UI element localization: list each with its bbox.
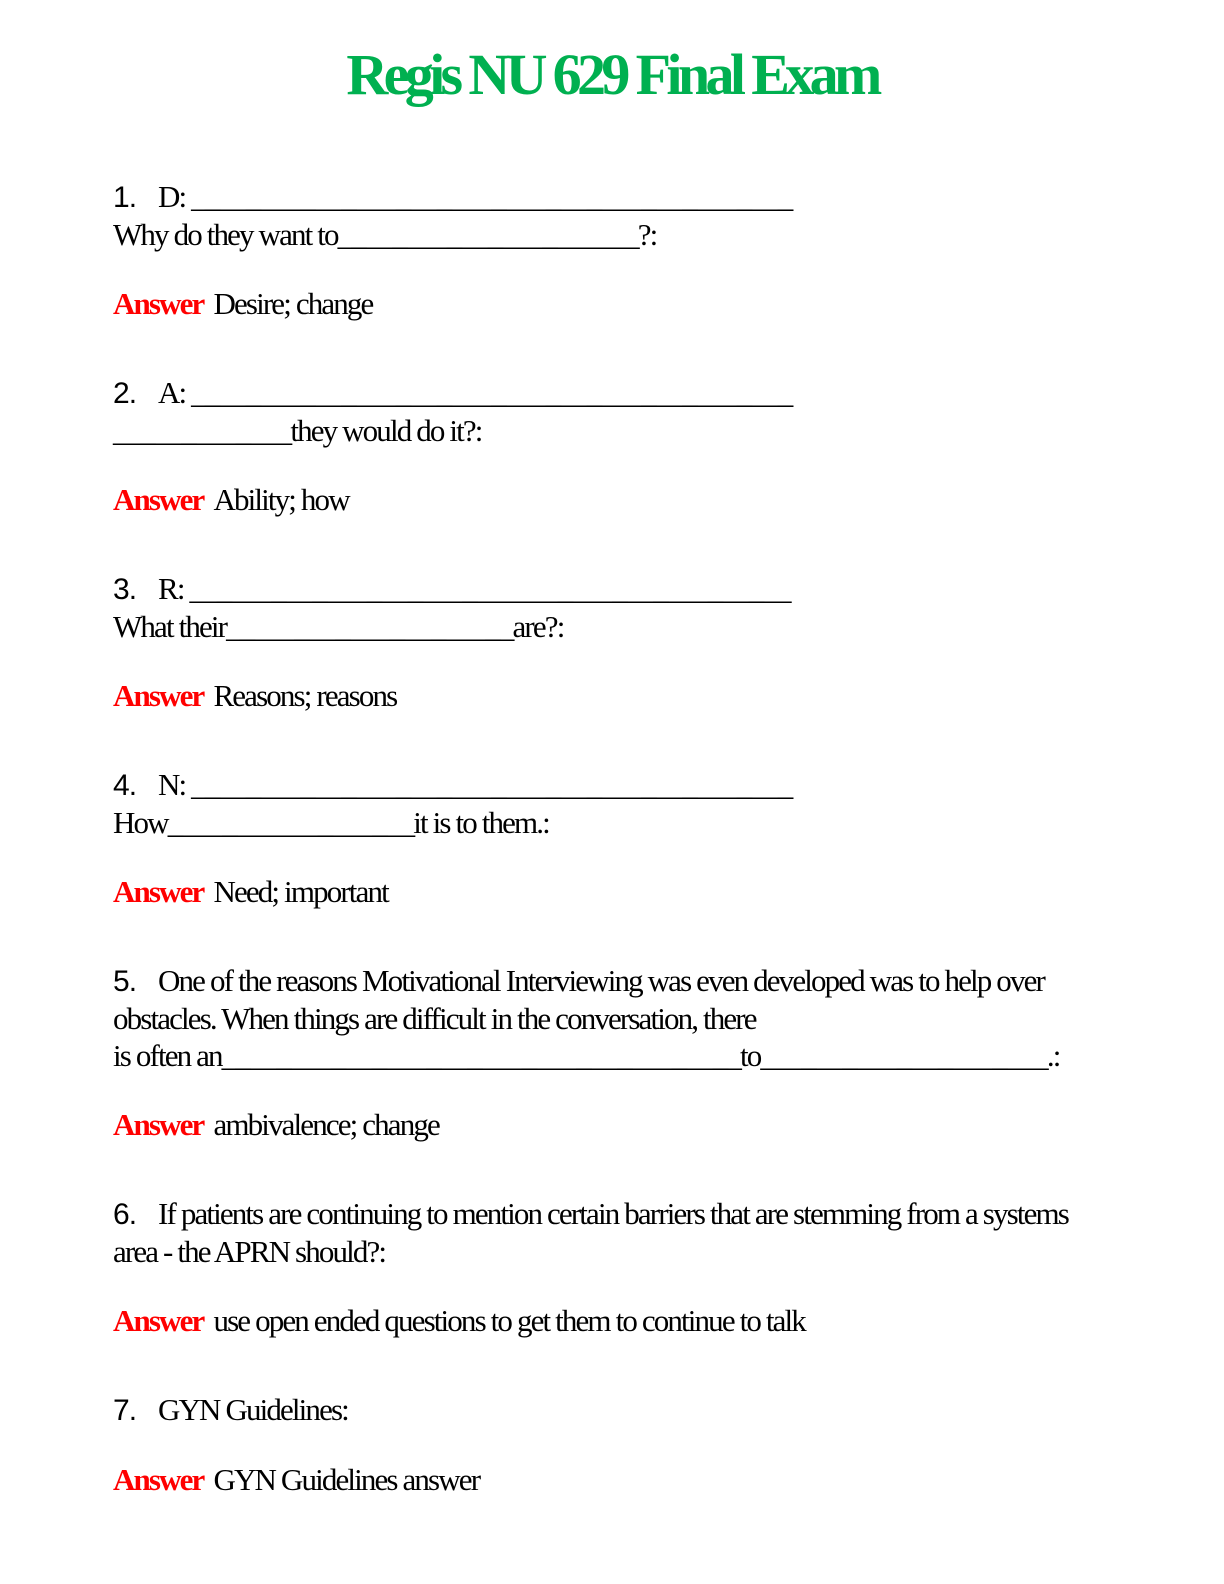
question-5: 5. One of the reasons Motivational Interv… [113, 962, 1184, 1143]
question-line: 4. N: ___________________________________… [113, 766, 1184, 804]
question-line: is often an_____________________________… [113, 1037, 1184, 1074]
question-line: 1. D: ___________________________________… [113, 178, 1184, 216]
question-6: 6. If patients are continuing to mention … [113, 1195, 1184, 1339]
answer-line: Answer Ability; how [113, 481, 1184, 518]
answer-text: use open ended questions to get them to … [213, 1303, 806, 1338]
question-line: What their_____________________are?: [113, 608, 1184, 645]
answer-text: Desire; change [213, 286, 374, 321]
document-content: 1. D: ___________________________________… [0, 178, 1224, 1498]
question-number: 1. [113, 181, 137, 214]
question-text: If patients are continuing to mention ce… [158, 1196, 1070, 1231]
answer-label: Answer [113, 678, 205, 713]
question-1: 1. D: ___________________________________… [113, 178, 1184, 322]
question-text: GYN Guidelines: [158, 1392, 350, 1427]
question-text: obstacles. When things are difficult in … [113, 1001, 758, 1036]
answer-label: Answer [113, 874, 205, 909]
question-text: R: _____________________________________… [158, 571, 791, 606]
question-text: What their_____________________are?: [113, 609, 565, 644]
answer-line: Answer Need; important [113, 873, 1184, 910]
question-number: 7. [113, 1394, 137, 1427]
question-7: 7. GYN Guidelines: Answer GYN Guidelines a… [113, 1391, 1184, 1498]
answer-line: Answer use open ended questions to get th… [113, 1302, 1184, 1339]
question-line: 3. R: ___________________________________… [113, 570, 1184, 608]
question-text: D: _____________________________________… [158, 179, 793, 214]
question-text: N: _____________________________________… [158, 767, 793, 802]
answer-line: Answer Reasons; reasons [113, 677, 1184, 714]
question-line: Why do they want to_____________________… [113, 216, 1184, 253]
question-number: 3. [113, 573, 137, 606]
question-3: 3. R: ___________________________________… [113, 570, 1184, 714]
question-line: How__________________it is to them.: [113, 804, 1184, 841]
answer-text: ambivalence; change [213, 1107, 440, 1142]
answer-label: Answer [113, 1107, 205, 1142]
question-line: obstacles. When things are difficult in … [113, 1000, 1184, 1037]
question-line: 5. One of the reasons Motivational Interv… [113, 962, 1184, 1000]
answer-line: Answer Desire; change [113, 285, 1184, 322]
answer-label: Answer [113, 482, 205, 517]
answer-label: Answer [113, 286, 205, 321]
question-number: 4. [113, 769, 137, 802]
answer-text: GYN Guidelines answer [213, 1462, 481, 1497]
answer-label: Answer [113, 1303, 205, 1338]
question-text: _____________they would do it?: [113, 413, 483, 448]
question-line: area - the APRN should?: [113, 1233, 1184, 1270]
question-line: 6. If patients are continuing to mention … [113, 1195, 1184, 1233]
question-2: 2. A: ___________________________________… [113, 374, 1184, 518]
question-line: 2. A: ___________________________________… [113, 374, 1184, 412]
question-line: _____________they would do it?: [113, 412, 1184, 449]
question-line: 7. GYN Guidelines: [113, 1391, 1184, 1429]
question-text: is often an_____________________________… [113, 1038, 1061, 1073]
question-text: How__________________it is to them.: [113, 805, 551, 840]
question-text: area - the APRN should?: [113, 1234, 387, 1269]
answer-text: Reasons; reasons [213, 678, 398, 713]
page-title: Regis NU 629 Final Exam [346, 42, 882, 107]
question-number: 6. [113, 1198, 137, 1231]
answer-line: Answer ambivalence; change [113, 1106, 1184, 1143]
question-number: 5. [113, 965, 137, 998]
question-text: A: _____________________________________… [158, 375, 793, 410]
answer-text: Ability; how [213, 482, 350, 517]
question-text: Why do they want to_____________________… [113, 217, 658, 252]
answer-text: Need; important [213, 874, 389, 909]
answer-label: Answer [113, 1462, 205, 1497]
question-4: 4. N: ___________________________________… [113, 766, 1184, 910]
answer-line: Answer GYN Guidelines answer [113, 1461, 1184, 1498]
question-number: 2. [113, 377, 137, 410]
question-text: One of the reasons Motivational Intervie… [158, 963, 1046, 998]
